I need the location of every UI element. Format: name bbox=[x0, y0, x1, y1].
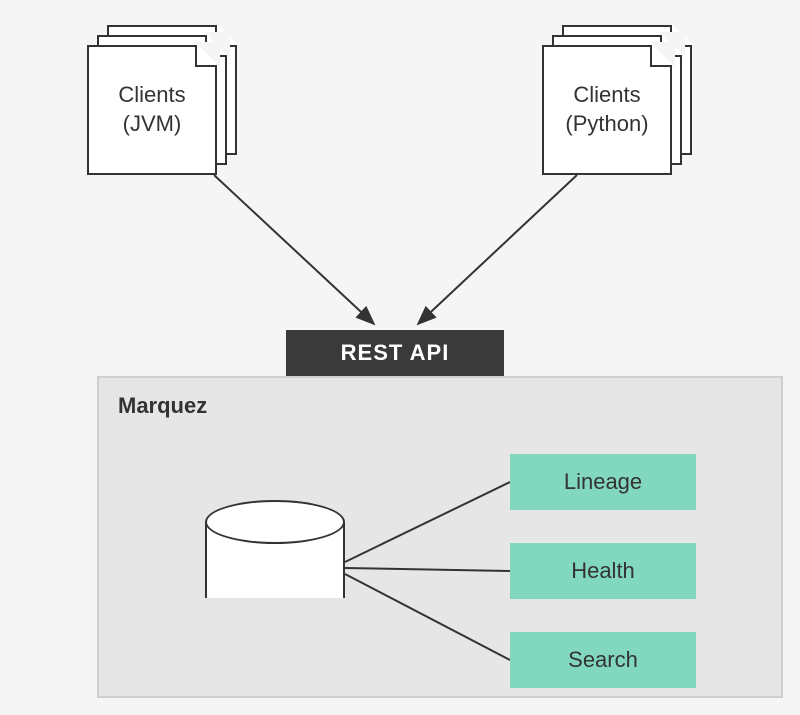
arrow-python bbox=[418, 175, 577, 324]
feature-search: Search bbox=[510, 632, 696, 688]
rest-api-box: REST API bbox=[286, 330, 504, 376]
feature-label-health: Health bbox=[571, 558, 635, 584]
client-label-python: Clients(Python) bbox=[565, 81, 648, 138]
client-stack-python: Clients(Python) bbox=[542, 25, 692, 175]
client-label-jvm: Clients(JVM) bbox=[118, 81, 185, 138]
arrow-jvm bbox=[214, 175, 374, 324]
database-icon bbox=[205, 500, 345, 620]
marquez-label: Marquez bbox=[118, 393, 207, 419]
client-doc-jvm: Clients(JVM) bbox=[87, 45, 217, 175]
feature-label-search: Search bbox=[568, 647, 638, 673]
feature-lineage: Lineage bbox=[510, 454, 696, 510]
db-top bbox=[205, 500, 345, 544]
feature-health: Health bbox=[510, 543, 696, 599]
client-doc-python: Clients(Python) bbox=[542, 45, 672, 175]
architecture-diagram: Marquez Clients(JVM) Clients(Python) REST… bbox=[0, 0, 800, 715]
client-stack-jvm: Clients(JVM) bbox=[87, 25, 237, 175]
feature-label-lineage: Lineage bbox=[564, 469, 642, 495]
rest-api-label: REST API bbox=[341, 340, 450, 366]
